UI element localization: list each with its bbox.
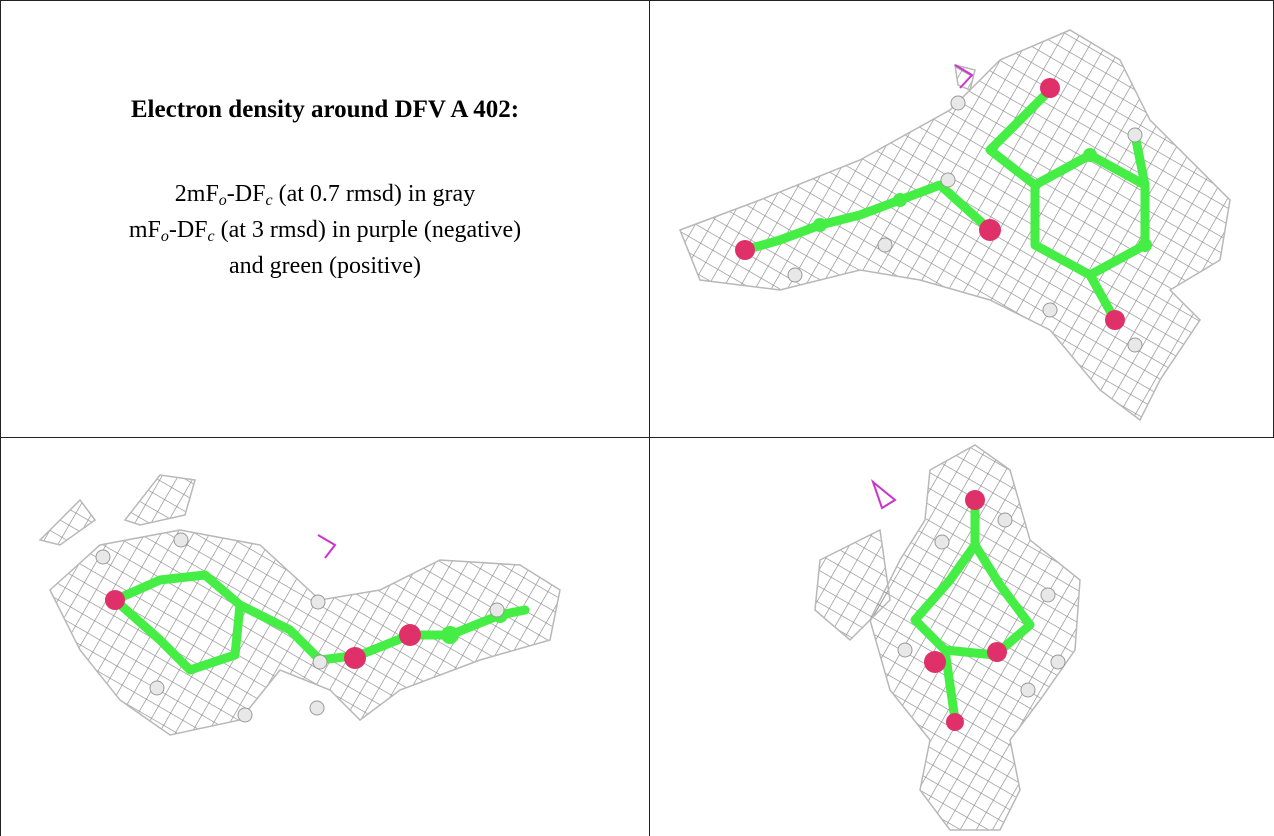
density-renders xyxy=(0,0,1274,836)
render-bottom-right xyxy=(815,445,1080,830)
render-top-right xyxy=(680,30,1230,420)
figure-page: Electron density around DFV A 402: 2mFo-… xyxy=(0,0,1274,836)
render-bottom-left xyxy=(40,475,560,735)
